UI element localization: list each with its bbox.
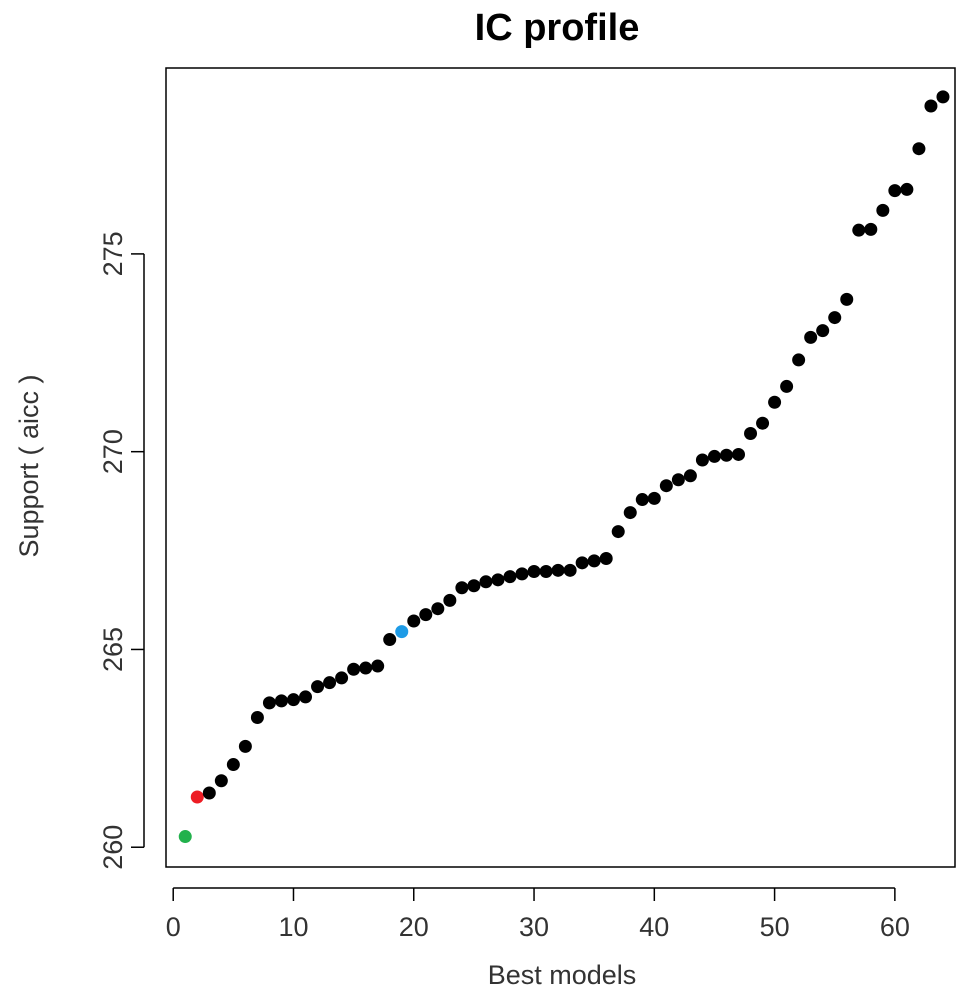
data-point — [503, 570, 517, 584]
data-point — [323, 676, 337, 690]
data-point — [250, 710, 264, 724]
data-point — [299, 690, 313, 704]
data-point — [840, 292, 854, 306]
data-point — [395, 625, 409, 639]
data-point — [178, 830, 192, 844]
data-point — [780, 379, 794, 393]
y-tick-label: 265 — [98, 627, 128, 672]
data-point — [635, 493, 649, 507]
data-point — [900, 182, 914, 196]
data-point — [707, 449, 721, 463]
data-points — [178, 90, 950, 844]
data-point — [262, 696, 276, 710]
data-point — [623, 506, 637, 520]
data-point — [804, 330, 818, 344]
data-point — [335, 671, 349, 685]
data-point — [359, 661, 373, 675]
y-tick-label: 275 — [98, 231, 128, 276]
data-point — [792, 353, 806, 367]
plot-area-frame — [165, 67, 956, 868]
x-tick-label: 0 — [166, 912, 181, 942]
x-axis: 0 10 20 30 40 50 60 — [166, 887, 910, 942]
data-point — [924, 99, 938, 113]
data-point — [888, 184, 902, 198]
data-point — [611, 525, 625, 539]
x-tick-label: 50 — [760, 912, 790, 942]
data-point — [491, 573, 505, 587]
data-point — [659, 479, 673, 493]
data-point — [539, 565, 553, 579]
x-tick-label: 30 — [519, 912, 549, 942]
data-point — [671, 473, 685, 487]
y-axis: 260 265 270 275 — [98, 231, 145, 870]
data-point — [876, 203, 890, 217]
data-point — [286, 693, 300, 707]
x-tick-label: 40 — [639, 912, 669, 942]
data-point — [587, 554, 601, 568]
data-point — [563, 563, 577, 577]
data-point — [238, 739, 252, 753]
x-axis-label: Best models — [488, 960, 637, 990]
data-point — [936, 90, 950, 104]
data-point — [864, 222, 878, 236]
data-point — [274, 694, 288, 708]
x-tick-label: 10 — [278, 912, 308, 942]
data-point — [443, 593, 457, 607]
data-point — [467, 579, 481, 593]
y-tick-label: 270 — [98, 429, 128, 474]
data-point — [515, 567, 529, 581]
data-point — [828, 311, 842, 325]
x-tick-label: 60 — [880, 912, 910, 942]
data-point — [744, 426, 758, 440]
chart-title: IC profile — [475, 7, 640, 49]
data-point — [419, 608, 433, 622]
x-tick-label: 20 — [399, 912, 429, 942]
data-point — [695, 453, 709, 467]
data-point — [683, 469, 697, 483]
data-point — [347, 662, 361, 676]
y-tick-label: 260 — [98, 825, 128, 870]
data-point — [732, 447, 746, 461]
data-point — [551, 563, 565, 577]
data-point — [816, 324, 830, 338]
data-point — [214, 774, 228, 788]
data-point — [311, 680, 325, 694]
data-point — [647, 491, 661, 505]
y-axis-label: Support ( aicc ) — [14, 374, 44, 557]
data-point — [190, 790, 204, 804]
data-point — [912, 142, 926, 156]
data-point — [719, 448, 733, 462]
data-point — [226, 758, 240, 772]
data-point — [455, 581, 469, 595]
data-point — [431, 602, 445, 616]
data-point — [575, 556, 589, 570]
data-point — [852, 223, 866, 237]
data-point — [768, 395, 782, 409]
data-point — [371, 659, 385, 673]
data-point — [407, 614, 421, 628]
data-point — [599, 551, 613, 565]
data-point — [479, 575, 493, 589]
data-point — [383, 633, 397, 647]
data-point — [527, 565, 541, 579]
data-point — [756, 416, 770, 430]
data-point — [202, 786, 216, 800]
